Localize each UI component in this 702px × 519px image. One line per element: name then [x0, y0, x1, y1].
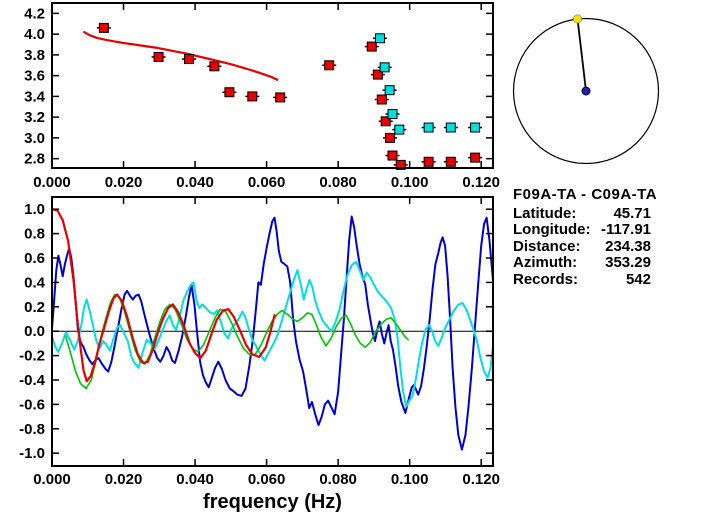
y-tick-label: 0.6: [24, 250, 45, 267]
measured-velocity-squares-point: [384, 132, 395, 143]
measured-velocity-squares-point: [275, 92, 286, 103]
correlation-chart: 0.000 0.020 0.040 0.060 0.080 0.100 0.120 -1.0 -…: [19, 196, 500, 513]
bessel-fit-green: [64, 293, 410, 390]
measured-velocity-squares-point: [423, 156, 434, 167]
info-row-distance: Distance: 234.38: [513, 237, 651, 255]
model-dispersion-curve: [83, 30, 279, 81]
station-info-table: Latitude: 45.71 Longitude: -117.91 Dista…: [513, 205, 651, 288]
info-label: Distance:: [513, 237, 581, 255]
info-value: 234.38: [605, 237, 651, 255]
y-tick-label: 3.2: [24, 109, 45, 126]
y-tick-label: -0.8: [19, 421, 45, 438]
info-row-longitude: Longitude: -117.91: [513, 221, 651, 239]
x-tick-label: 0.120: [462, 174, 500, 191]
measured-velocity-squares-point: [247, 91, 258, 102]
x-tick-label: 0.080: [319, 174, 357, 191]
measured-velocity-squares-point: [183, 54, 194, 65]
x-tick-label: 0.000: [33, 174, 71, 191]
bessel-fit-red: [50, 208, 276, 383]
alternate-velocity-squares-point: [394, 124, 405, 135]
info-value: 542: [625, 270, 651, 288]
x-tick-label: 0.100: [391, 471, 429, 488]
y-tick-label: 3.8: [24, 47, 45, 64]
measured-velocity-squares-point: [395, 159, 406, 170]
measured-velocity-squares-point: [324, 60, 335, 71]
y-tick-label: 3.0: [24, 130, 45, 147]
y-tick-label: 3.6: [24, 68, 45, 85]
measured-velocity-squares-point: [445, 156, 456, 167]
station-pair-title: F09A-TA - C09A-TA: [513, 186, 658, 203]
measured-velocity-squares-point: [372, 69, 383, 80]
y-tick-label: -1.0: [19, 445, 45, 462]
measured-velocity-squares-point: [153, 51, 164, 62]
y-tick-label: -0.6: [19, 396, 45, 413]
info-label: Records:: [513, 270, 579, 288]
x-tick-label: 0.060: [248, 471, 286, 488]
info-label: Latitude:: [513, 205, 577, 222]
center-station-dot: [581, 86, 591, 96]
measured-velocity-squares-point: [470, 152, 481, 163]
y-tick-label: 0.2: [24, 299, 45, 316]
alternate-velocity-squares-point: [445, 122, 456, 133]
x-tick-label: 0.080: [319, 471, 357, 488]
measured-velocity-squares-point: [209, 61, 220, 72]
info-row-azimuth: Azimuth: 353.29: [513, 254, 651, 272]
azimuth-circle: [512, 17, 660, 165]
info-row-records: Records: 542: [513, 270, 651, 288]
x-tick-label: 0.040: [176, 471, 214, 488]
x-axis-title: frequency (Hz): [203, 491, 342, 513]
info-value: 45.71: [613, 205, 651, 222]
y-tick-label: -0.4: [19, 372, 46, 389]
azimuth-dial: [512, 14, 660, 165]
measured-velocity-squares-point: [376, 94, 387, 105]
measured-velocity-squares-point: [387, 150, 398, 161]
measured-velocity-squares-point: [366, 41, 377, 52]
y-tick-label: -0.2: [19, 348, 45, 365]
observed-cross-spectrum-blue: [51, 215, 494, 451]
info-label: Longitude:: [513, 221, 591, 239]
y-tick-label: 2.8: [24, 151, 45, 168]
x-tick-label: 0.060: [248, 174, 286, 191]
x-tick-label: 0.040: [176, 174, 214, 191]
alternate-velocity-squares-point: [470, 122, 481, 133]
alternate-velocity-squares-point: [387, 109, 398, 120]
measured-velocity-squares-point: [98, 22, 109, 33]
alternate-velocity-squares-point: [423, 122, 434, 133]
plot-frame: [51, 2, 494, 169]
alternate-velocity-squares-point: [374, 33, 385, 44]
dispersion-chart: 0.000 0.020 0.040 0.060 0.080 0.100 0.120 2.8 3.…: [24, 2, 500, 191]
measured-velocity-squares-point: [224, 87, 235, 98]
x-tick-label: 0.120: [462, 471, 500, 488]
x-tick-label: 0.020: [105, 471, 143, 488]
alternate-velocity-squares-point: [379, 62, 390, 73]
observed-cross-spectrum-cyan: [51, 260, 494, 408]
y-tick-label: 4.0: [24, 26, 45, 43]
y-tick-label: 3.4: [24, 88, 46, 105]
y-tick-label: 1.0: [24, 201, 45, 218]
info-row-latitude: Latitude: 45.71: [513, 205, 651, 222]
measured-velocity-squares-point: [380, 116, 391, 127]
x-tick-label: 0.100: [391, 174, 429, 191]
y-tick-label: 0.0: [24, 323, 45, 340]
info-label: Azimuth:: [513, 254, 578, 272]
station-info-panel: F09A-TA - C09A-TA Latitude: 45.71 Longit…: [513, 186, 657, 288]
x-tick-label: 0.020: [105, 174, 143, 191]
station-marker-dot: [573, 14, 582, 24]
y-tick-label: 0.4: [24, 274, 46, 291]
info-value: 353.29: [605, 254, 651, 272]
azimuth-needle: [576, 18, 587, 92]
info-value: -117.91: [600, 221, 651, 239]
x-tick-label: 0.000: [33, 471, 71, 488]
alternate-velocity-squares-point: [384, 85, 395, 96]
y-tick-label: 4.2: [24, 5, 45, 22]
y-tick-label: 0.8: [24, 226, 45, 243]
